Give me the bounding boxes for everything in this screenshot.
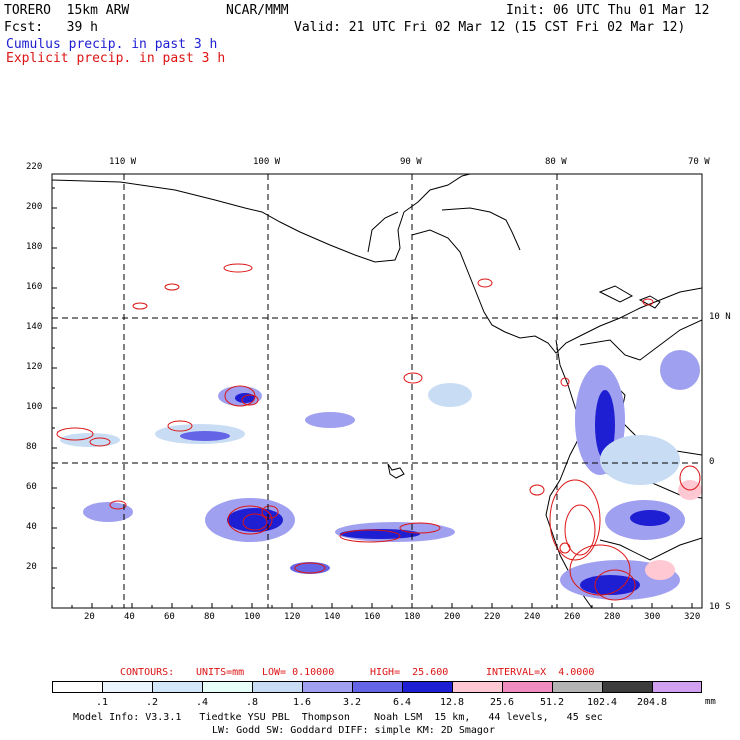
- legend-swatch: [602, 681, 653, 693]
- x-tick-label: 240: [524, 612, 541, 622]
- model-physics: LW: Godd SW: Goddard DIFF: simple KM: 2D…: [212, 725, 495, 736]
- legend-value: 25.6: [489, 697, 515, 708]
- lat-label: 0: [709, 457, 715, 467]
- legend-unit: mm: [705, 697, 716, 707]
- legend-value: 6.4: [392, 697, 412, 708]
- axis-ticks: [51, 187, 693, 609]
- legend-swatch: [302, 681, 353, 693]
- y-tick-label: 180: [26, 242, 43, 252]
- x-tick-label: 80: [204, 612, 215, 622]
- lon-label: 100 W: [253, 157, 281, 167]
- y-tick-label: 60: [26, 482, 37, 492]
- y-tick-label: 140: [26, 322, 43, 332]
- y-tick-label: 100: [26, 402, 43, 412]
- legend-swatch: [402, 681, 453, 693]
- x-tick-label: 300: [644, 612, 661, 622]
- y-tick-label: 160: [26, 282, 43, 292]
- legend-swatch: [102, 681, 153, 693]
- x-tick-label: 100: [244, 612, 261, 622]
- contours-interval: INTERVAL=X 4.0000: [486, 667, 595, 678]
- legend-value: 51.2: [539, 697, 565, 708]
- legend-value: 102.4: [586, 697, 618, 708]
- color-legend: [52, 681, 702, 693]
- legend-swatch: [502, 681, 553, 693]
- model-info: Model Info: V3.3.1 Tiedtke YSU PBL Thomp…: [73, 712, 603, 723]
- explicit-contours: [56, 263, 701, 601]
- org-label: NCAR/MMM: [226, 3, 289, 18]
- lat-label: 10 N: [709, 312, 731, 322]
- lon-label: 80 W: [545, 157, 567, 167]
- x-tick-label: 200: [444, 612, 461, 622]
- x-tick-label: 160: [364, 612, 381, 622]
- y-tick-label: 200: [26, 202, 43, 212]
- y-tick-label: 40: [26, 522, 37, 532]
- legend-swatch: [152, 681, 203, 693]
- x-tick-label: 140: [324, 612, 341, 622]
- legend-value: .2: [145, 697, 159, 708]
- y-tick-label: 120: [26, 362, 43, 372]
- legend-swatch: [352, 681, 403, 693]
- legend-value: 3.2: [342, 697, 362, 708]
- precip-map: [51, 173, 703, 609]
- contours-low: LOW= 0.10000: [262, 667, 335, 678]
- x-tick-label: 320: [684, 612, 701, 622]
- x-tick-label: 60: [164, 612, 175, 622]
- forecast-hour: Fcst: 39 h: [4, 20, 98, 35]
- x-tick-label: 20: [84, 612, 95, 622]
- legend-value: .4: [195, 697, 209, 708]
- lon-label: 110 W: [109, 157, 137, 167]
- map-frame: [51, 173, 703, 609]
- legend-value: 204.8: [636, 697, 668, 708]
- legend-swatch: [452, 681, 503, 693]
- y-tick-label: 20: [26, 562, 37, 572]
- contours-units: UNITS=mm: [196, 667, 245, 678]
- cumulus-field: [60, 350, 702, 600]
- lat-label: 10 S: [709, 602, 731, 612]
- legend-value: .8: [245, 697, 259, 708]
- legend-value: .1: [95, 697, 109, 708]
- legend-swatch: [202, 681, 253, 693]
- legend-swatch: [652, 681, 702, 693]
- x-tick-label: 220: [484, 612, 501, 622]
- init-time: Init: 06 UTC Thu 01 Mar 12: [506, 3, 710, 18]
- lon-label: 70 W: [688, 157, 710, 167]
- explicit-legend: Explicit precip. in past 3 h: [6, 51, 226, 66]
- x-tick-label: 120: [284, 612, 301, 622]
- contours-label: CONTOURS:: [120, 667, 175, 678]
- x-tick-label: 40: [124, 612, 135, 622]
- x-tick-label: 180: [404, 612, 421, 622]
- legend-value: 12.8: [439, 697, 465, 708]
- legend-swatch: [552, 681, 603, 693]
- legend-value: 1.6: [292, 697, 312, 708]
- contours-high: HIGH= 25.600: [370, 667, 449, 678]
- legend-swatch: [252, 681, 303, 693]
- x-tick-label: 280: [604, 612, 621, 622]
- graticule: [52, 174, 702, 608]
- y-tick-label: 80: [26, 442, 37, 452]
- legend-swatch: [52, 681, 103, 693]
- model-title: TORERO 15km ARW: [4, 3, 130, 18]
- map-field: [52, 174, 702, 608]
- valid-time: Valid: 21 UTC Fri 02 Mar 12 (15 CST Fri …: [294, 20, 686, 35]
- y-tick-label: 220: [26, 162, 43, 172]
- x-tick-label: 260: [564, 612, 581, 622]
- lon-label: 90 W: [400, 157, 422, 167]
- cumulus-legend: Cumulus precip. in past 3 h: [6, 37, 218, 52]
